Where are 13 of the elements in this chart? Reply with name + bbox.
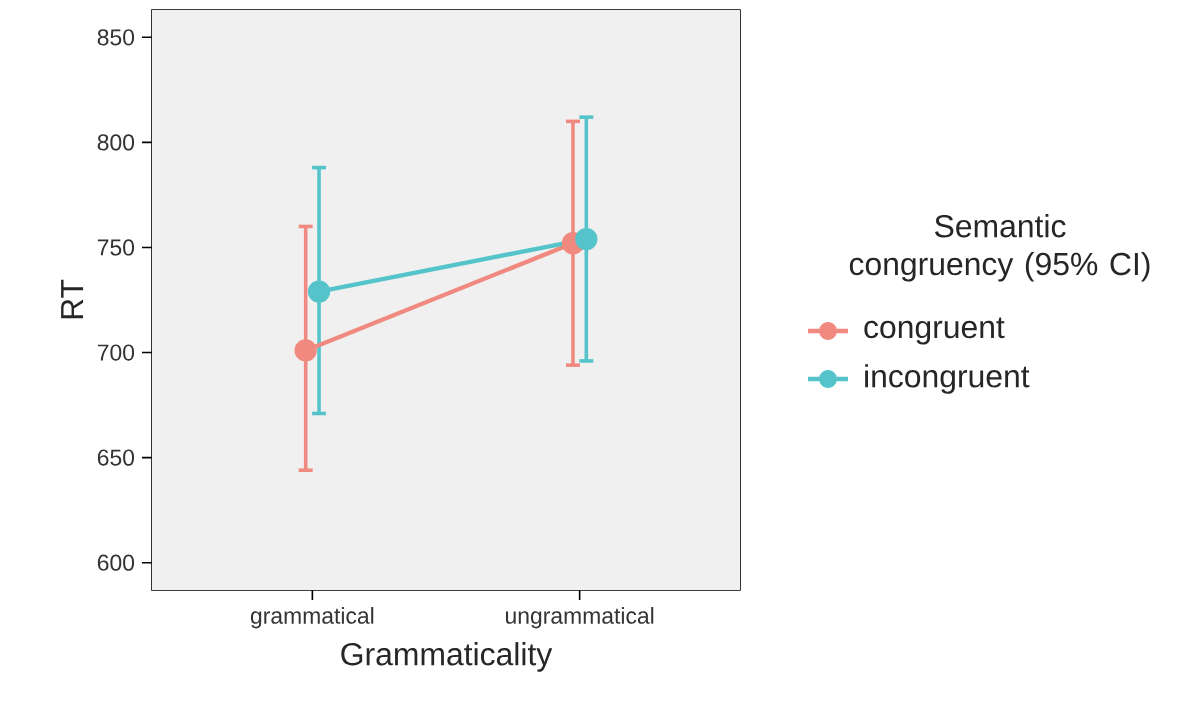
y-tick-label: 750 bbox=[97, 239, 135, 256]
x-tick-label: ungrammatical bbox=[506, 607, 654, 629]
y-tick-label: 800 bbox=[97, 134, 135, 151]
y-tick-label: 600 bbox=[97, 554, 135, 571]
y-axis-title: RT bbox=[61, 279, 84, 319]
y-tick-label: 650 bbox=[97, 449, 135, 466]
y-tick-label: 700 bbox=[97, 344, 135, 361]
legend-label: congruent bbox=[864, 317, 1005, 345]
y-tick-label: 850 bbox=[97, 29, 135, 46]
x-tick-label: grammatical bbox=[250, 607, 374, 629]
legend-title: Semantic congruency (95% CI) bbox=[849, 214, 1150, 282]
x-axis-title: Grammaticality bbox=[341, 642, 553, 672]
legend-label: incongruent bbox=[865, 364, 1030, 394]
